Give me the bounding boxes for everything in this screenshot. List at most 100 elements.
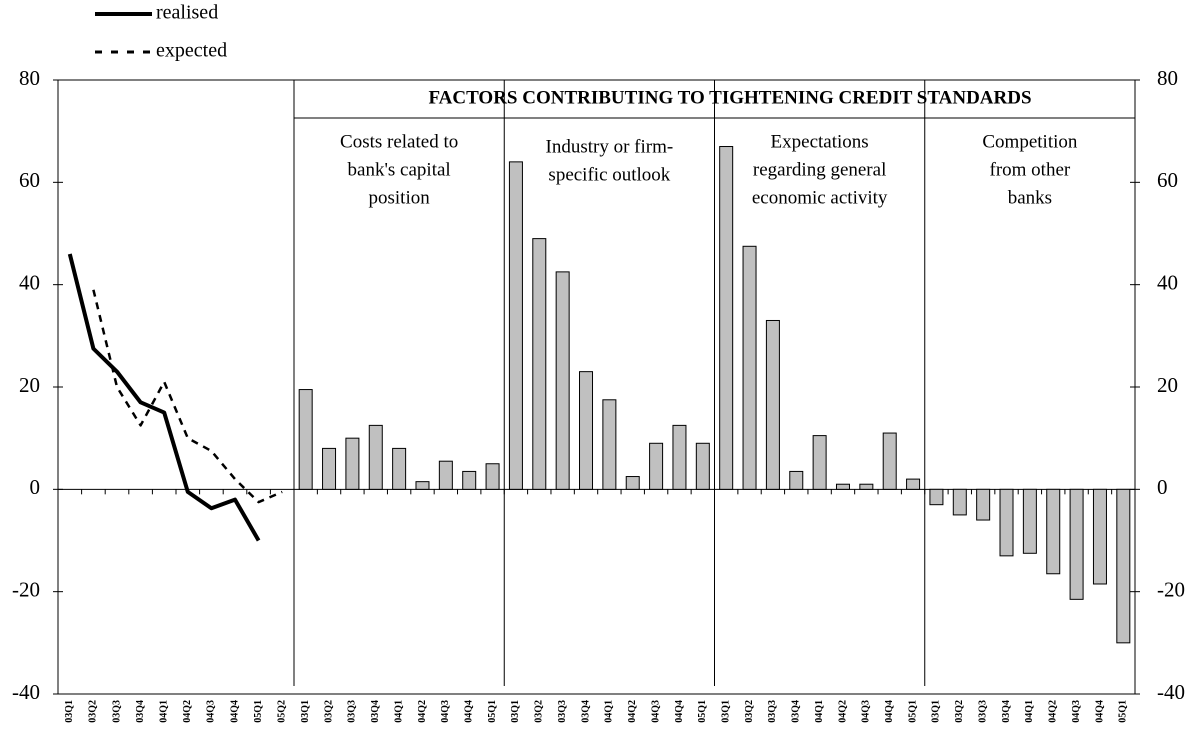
x-tick-label: 04Q2 [837, 700, 848, 723]
x-tick-label: 04Q2 [417, 700, 428, 723]
panel-label: from other [990, 159, 1071, 180]
x-tick-label: 04Q3 [206, 700, 217, 723]
y-tick-label: 80 [19, 66, 40, 90]
x-tick-label: 05Q2 [276, 700, 287, 723]
y-tick-label: -20 [12, 577, 40, 601]
bar [742, 245, 757, 490]
bar [882, 432, 897, 490]
bar [368, 424, 383, 490]
bar [789, 470, 804, 490]
bar [415, 481, 430, 490]
bar [345, 437, 360, 490]
line-series [92, 289, 283, 504]
y2-tick-label: 0 [1157, 475, 1168, 499]
legend-label: expected [156, 40, 227, 62]
bar [322, 447, 337, 490]
bar [859, 483, 874, 490]
y-tick-label: 60 [19, 168, 40, 192]
x-tick-label: 04Q1 [1024, 700, 1035, 723]
x-tick-label: 03Q4 [791, 700, 802, 723]
bar [579, 371, 594, 490]
line-series [67, 253, 261, 542]
x-tick-label: 04Q4 [674, 700, 685, 723]
bar [835, 483, 850, 490]
panel-label: bank's capital [348, 159, 451, 180]
x-tick-label: 05Q1 [487, 700, 498, 723]
y-tick-label: 0 [30, 475, 41, 499]
bar [462, 470, 477, 490]
panel-label: Costs related to [340, 131, 458, 152]
x-tick-label: 03Q1 [510, 700, 521, 723]
x-tick-label: 03Q1 [720, 700, 731, 723]
bar [929, 488, 944, 506]
x-tick-label: 03Q3 [111, 700, 122, 723]
y2-tick-label: 80 [1157, 66, 1178, 90]
bar [625, 476, 640, 490]
bar [1092, 488, 1107, 585]
y2-tick-label: -40 [1157, 680, 1185, 704]
y-tick-label: 20 [19, 373, 40, 397]
x-tick-label: 03Q2 [744, 700, 755, 723]
x-tick-label: 04Q3 [650, 700, 661, 723]
x-tick-label: 03Q4 [370, 700, 381, 723]
panel-label: position [369, 187, 431, 208]
bar [298, 389, 313, 490]
bar [392, 447, 407, 490]
x-tick-label: 04Q4 [1094, 700, 1105, 723]
x-tick-label: 04Q1 [158, 700, 169, 723]
bar [508, 161, 523, 490]
x-tick-label: 03Q3 [347, 700, 358, 723]
x-tick-label: 03Q2 [534, 700, 545, 723]
chart-title: FACTORS CONTRIBUTING TO TIGHTENING CREDI… [428, 87, 1031, 108]
x-tick-label: 03Q1 [931, 700, 942, 723]
panel-label: Competition [982, 131, 1078, 152]
bar [695, 442, 710, 490]
x-tick-label: 03Q4 [1001, 700, 1012, 723]
panel-label: banks [1008, 187, 1052, 208]
x-tick-label: 03Q4 [580, 700, 591, 723]
bar [999, 488, 1014, 557]
x-tick-label: 03Q2 [323, 700, 334, 723]
x-tick-label: 03Q3 [977, 700, 988, 723]
y-tick-label: -40 [12, 680, 40, 704]
x-tick-label: 04Q4 [464, 700, 475, 723]
bar [976, 488, 991, 521]
panel-label: specific outlook [548, 164, 670, 185]
x-tick-label: 03Q1 [64, 700, 75, 723]
panel-label: regarding general [753, 159, 886, 180]
x-tick-label: 03Q4 [135, 700, 146, 723]
y2-tick-label: 40 [1157, 270, 1178, 294]
x-tick-label: 04Q4 [229, 700, 240, 723]
bar [555, 271, 570, 490]
y2-tick-label: -20 [1157, 577, 1185, 601]
x-tick-label: 05Q1 [253, 700, 264, 723]
panel-label: economic activity [752, 187, 888, 208]
y2-tick-label: 60 [1157, 168, 1178, 192]
bar [1046, 488, 1061, 575]
x-tick-label: 04Q2 [627, 700, 638, 723]
y2-tick-label: 20 [1157, 373, 1178, 397]
bar [1069, 488, 1084, 600]
y-tick-label: 40 [19, 270, 40, 294]
bar [1022, 488, 1037, 554]
bar [532, 238, 547, 490]
x-tick-label: 05Q1 [697, 700, 708, 723]
x-tick-label: 03Q2 [88, 700, 99, 723]
bar [672, 424, 687, 490]
x-tick-label: 05Q1 [1118, 700, 1129, 723]
x-tick-label: 03Q2 [954, 700, 965, 723]
x-tick-label: 04Q4 [884, 700, 895, 723]
bar [906, 478, 921, 490]
x-tick-label: 04Q3 [440, 700, 451, 723]
x-tick-label: 04Q1 [393, 700, 404, 723]
x-tick-label: 04Q1 [604, 700, 615, 723]
bar [1116, 488, 1131, 644]
bar [649, 442, 664, 490]
bar [812, 435, 827, 490]
bar [602, 399, 617, 490]
x-tick-label: 03Q3 [767, 700, 778, 723]
x-tick-label: 04Q2 [182, 700, 193, 723]
x-tick-label: 03Q3 [557, 700, 568, 723]
x-tick-label: 04Q1 [814, 700, 825, 723]
x-tick-label: 05Q1 [907, 700, 918, 723]
